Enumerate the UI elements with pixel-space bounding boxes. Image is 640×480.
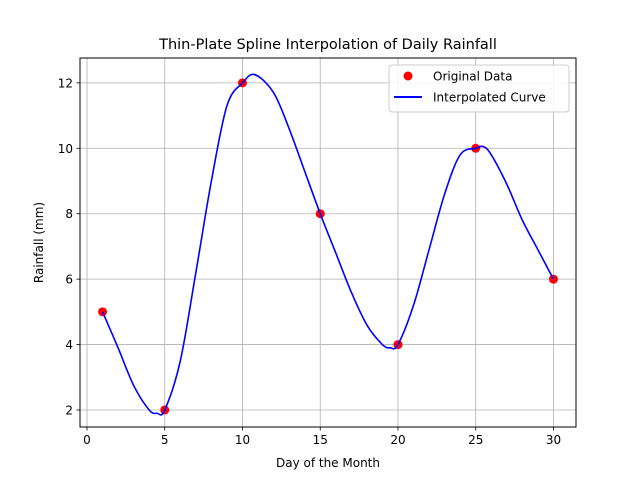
y-tick-label: 4: [65, 338, 73, 352]
x-tick-label: 5: [161, 433, 169, 447]
legend-label-original-data: Original Data: [433, 70, 512, 84]
interpolated-curve-line: [101, 73, 555, 416]
legend-marker-original-data: [403, 71, 413, 81]
y-tick-label: 12: [58, 76, 73, 90]
y-tick-label: 2: [65, 403, 73, 417]
data-point: [98, 307, 108, 317]
y-tick-label: 6: [65, 273, 73, 287]
legend-label-interpolated-curve: Interpolated Curve: [433, 91, 546, 105]
y-axis-label: Rainfall (mm): [32, 202, 46, 283]
axis-ticks: 0 5 10 15 20 25 30 2 4 6 8 10 12: [58, 76, 561, 447]
x-tick-label: 10: [235, 433, 250, 447]
x-tick-label: 0: [83, 433, 91, 447]
legend-frame: [388, 64, 570, 113]
x-tick-label: 15: [313, 433, 328, 447]
x-tick-label: 30: [546, 433, 561, 447]
x-axis-label: Day of the Month: [276, 456, 380, 470]
legend: Original Data Interpolated Curve: [388, 64, 570, 113]
y-tick-label: 8: [65, 207, 73, 221]
x-tick-label: 20: [390, 433, 405, 447]
data-point: [548, 274, 558, 284]
plot-frame: [79, 57, 577, 428]
x-tick-label: 25: [468, 433, 483, 447]
series-layer: [98, 73, 558, 416]
y-tick-label: 10: [58, 142, 73, 156]
chart-title: Thin-Plate Spline Interpolation of Daily…: [158, 37, 497, 53]
